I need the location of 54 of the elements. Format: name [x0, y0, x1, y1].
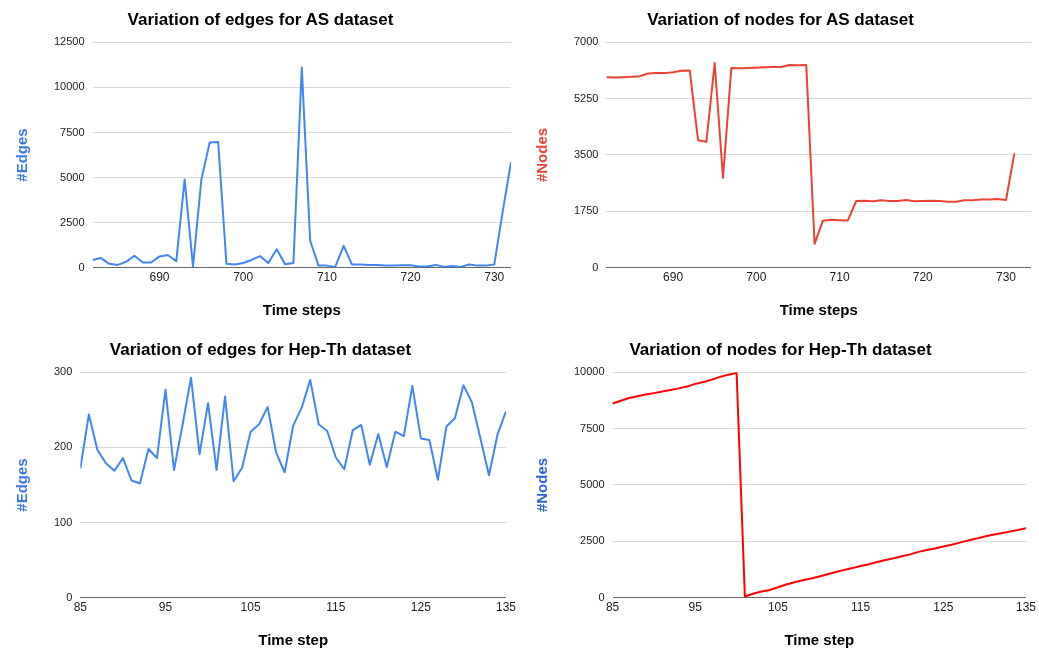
chart-title: Variation of edges for Hep-Th dataset — [109, 339, 412, 359]
x-tick-label: 95 — [158, 600, 173, 615]
y-axis-title: #Nodes — [533, 127, 551, 183]
x-tick-label: 720 — [912, 270, 934, 285]
x-tick-label: 700 — [233, 270, 254, 285]
x-tick-label: 710 — [829, 270, 850, 285]
y-tick-label: 12500 — [53, 35, 85, 48]
x-tick-label: 85 — [73, 600, 88, 615]
y-tick-label: 100 — [53, 515, 73, 528]
chart-title: Variation of nodes for AS dataset — [647, 9, 915, 29]
chart-title: Variation of edges for AS dataset — [127, 9, 394, 29]
y-tick-label: 10000 — [53, 80, 85, 93]
x-axis-title: Time step — [784, 631, 855, 649]
y-tick-label: 200 — [53, 440, 73, 453]
y-tick-label: 2500 — [580, 534, 605, 547]
y-tick-label: 3500 — [573, 148, 599, 161]
y-tick-label: 5250 — [573, 91, 599, 104]
chart-title: Variation of nodes for Hep-Th dataset — [629, 339, 932, 359]
x-tick-label: 115 — [851, 600, 871, 615]
x-tick-label: 135 — [1015, 600, 1037, 615]
y-tick-label: 0 — [592, 260, 599, 273]
x-tick-label: 700 — [746, 270, 767, 285]
x-tick-label: 135 — [495, 600, 517, 615]
x-tick-label: 730 — [996, 270, 1017, 285]
y-tick-label: 7000 — [573, 35, 599, 48]
y-tick-label: 5000 — [60, 170, 85, 183]
x-tick-label: 85 — [605, 600, 620, 615]
y-tick-label: 5000 — [580, 478, 605, 491]
x-tick-label: 105 — [767, 600, 789, 615]
y-tick-label: 7500 — [580, 421, 605, 434]
x-tick-label: 720 — [400, 270, 421, 285]
x-tick-label: 690 — [149, 270, 170, 285]
y-axis-title: #Nodes — [533, 457, 551, 513]
y-axis-title: #Edges — [13, 128, 31, 182]
x-axis-title: Time steps — [779, 301, 858, 319]
x-tick-label: 125 — [933, 600, 954, 615]
x-tick-label: 115 — [326, 600, 346, 615]
x-tick-label: 105 — [240, 600, 261, 615]
x-tick-label: 95 — [688, 600, 703, 615]
y-axis-title: #Edges — [13, 458, 31, 512]
y-tick-label: 0 — [598, 590, 605, 603]
x-axis-title: Time steps — [262, 301, 341, 319]
y-tick-label: 2500 — [60, 215, 85, 228]
x-tick-label: 125 — [410, 600, 432, 615]
y-tick-label: 7500 — [60, 125, 85, 138]
x-tick-label: 710 — [316, 270, 338, 285]
y-tick-label: 1750 — [573, 204, 599, 217]
x-tick-label: 730 — [484, 270, 505, 285]
x-tick-label: 690 — [663, 270, 684, 285]
x-axis-title: Time step — [258, 631, 329, 649]
y-tick-label: 300 — [53, 365, 73, 378]
y-tick-label: 0 — [78, 260, 85, 273]
y-tick-label: 10000 — [573, 365, 605, 378]
y-tick-label: 0 — [66, 590, 73, 603]
